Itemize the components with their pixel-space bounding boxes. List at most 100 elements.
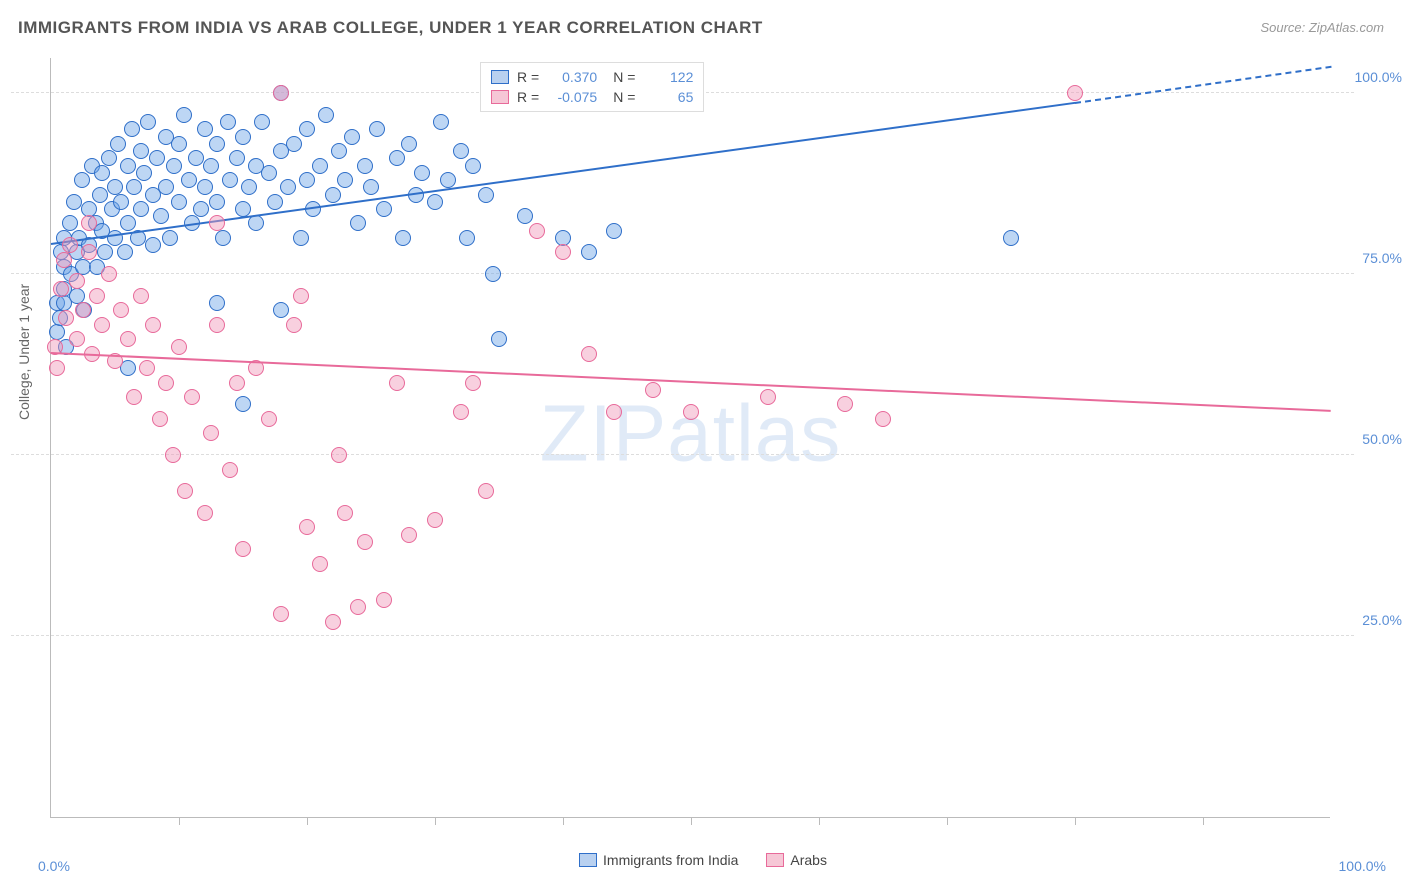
data-point-arabs (69, 273, 85, 289)
data-point-india (166, 158, 182, 174)
data-point-arabs (331, 447, 347, 463)
data-point-arabs (139, 360, 155, 376)
series-legend: Immigrants from India Arabs (0, 852, 1406, 870)
data-point-arabs (222, 462, 238, 478)
data-point-india (433, 114, 449, 130)
y-tick-label: 75.0% (1362, 250, 1402, 266)
data-point-india (254, 114, 270, 130)
x-tick (819, 817, 820, 825)
data-point-arabs (683, 404, 699, 420)
legend-item: Arabs (766, 852, 827, 868)
data-point-india (485, 266, 501, 282)
n-value: 122 (643, 69, 693, 85)
data-point-india (215, 230, 231, 246)
data-point-india (299, 121, 315, 137)
data-point-arabs (299, 519, 315, 535)
data-point-india (97, 244, 113, 260)
data-point-arabs (350, 599, 366, 615)
data-point-arabs (389, 375, 405, 391)
data-point-arabs (312, 556, 328, 572)
data-point-india (197, 179, 213, 195)
data-point-india (193, 201, 209, 217)
data-point-arabs (184, 389, 200, 405)
data-point-india (220, 114, 236, 130)
legend-stats-row: R =-0.075N =65 (491, 87, 693, 107)
data-point-india (401, 136, 417, 152)
data-point-india (133, 201, 149, 217)
data-point-arabs (555, 244, 571, 260)
legend-swatch (491, 90, 509, 104)
data-point-arabs (875, 411, 891, 427)
data-point-india (222, 172, 238, 188)
data-point-india (286, 136, 302, 152)
data-point-india (261, 165, 277, 181)
data-point-arabs (581, 346, 597, 362)
source-attribution: Source: ZipAtlas.com (1260, 20, 1384, 35)
data-point-india (120, 158, 136, 174)
x-tick (1203, 817, 1204, 825)
data-point-india (318, 107, 334, 123)
legend-stats-row: R =0.370N =122 (491, 67, 693, 87)
data-point-india (62, 215, 78, 231)
x-tick (947, 817, 948, 825)
data-point-arabs (209, 317, 225, 333)
data-point-arabs (58, 310, 74, 326)
data-point-arabs (165, 447, 181, 463)
r-value: -0.075 (547, 89, 597, 105)
data-point-india (395, 230, 411, 246)
data-point-india (369, 121, 385, 137)
y-tick-label: 50.0% (1362, 431, 1402, 447)
y-tick-label: 25.0% (1362, 612, 1402, 628)
data-point-india (117, 244, 133, 260)
data-point-india (153, 208, 169, 224)
data-point-arabs (177, 483, 193, 499)
data-point-india (133, 143, 149, 159)
data-point-arabs (81, 244, 97, 260)
data-point-arabs (273, 85, 289, 101)
data-point-india (176, 107, 192, 123)
legend-label: Immigrants from India (603, 852, 738, 868)
r-value: 0.370 (547, 69, 597, 85)
data-point-india (162, 230, 178, 246)
y-tick-label: 100.0% (1355, 69, 1402, 85)
data-point-india (273, 302, 289, 318)
data-point-arabs (56, 252, 72, 268)
data-point-india (350, 215, 366, 231)
data-point-india (235, 129, 251, 145)
data-point-arabs (197, 505, 213, 521)
data-point-india (267, 194, 283, 210)
data-point-arabs (133, 288, 149, 304)
data-point-india (581, 244, 597, 260)
legend-label: Arabs (790, 852, 827, 868)
data-point-arabs (760, 389, 776, 405)
data-point-arabs (101, 266, 117, 282)
data-point-india (92, 187, 108, 203)
legend-item: Immigrants from India (579, 852, 738, 868)
x-tick (1075, 817, 1076, 825)
data-point-arabs (478, 483, 494, 499)
gridline (11, 454, 1354, 455)
data-point-india (229, 150, 245, 166)
n-label: N = (613, 69, 635, 85)
data-point-india (126, 179, 142, 195)
data-point-arabs (286, 317, 302, 333)
data-point-arabs (145, 317, 161, 333)
data-point-india (74, 172, 90, 188)
data-point-india (280, 179, 296, 195)
r-label: R = (517, 89, 539, 105)
data-point-arabs (113, 302, 129, 318)
data-point-india (606, 223, 622, 239)
data-point-india (235, 396, 251, 412)
data-point-arabs (261, 411, 277, 427)
correlation-legend: R =0.370N =122R =-0.075N =65 (480, 62, 704, 112)
data-point-arabs (158, 375, 174, 391)
n-label: N = (613, 89, 635, 105)
watermark-text: ZIPatlas (540, 387, 841, 479)
data-point-india (478, 187, 494, 203)
data-point-arabs (273, 606, 289, 622)
data-point-arabs (120, 331, 136, 347)
data-point-india (331, 143, 347, 159)
data-point-india (465, 158, 481, 174)
data-point-india (459, 230, 475, 246)
data-point-arabs (235, 541, 251, 557)
